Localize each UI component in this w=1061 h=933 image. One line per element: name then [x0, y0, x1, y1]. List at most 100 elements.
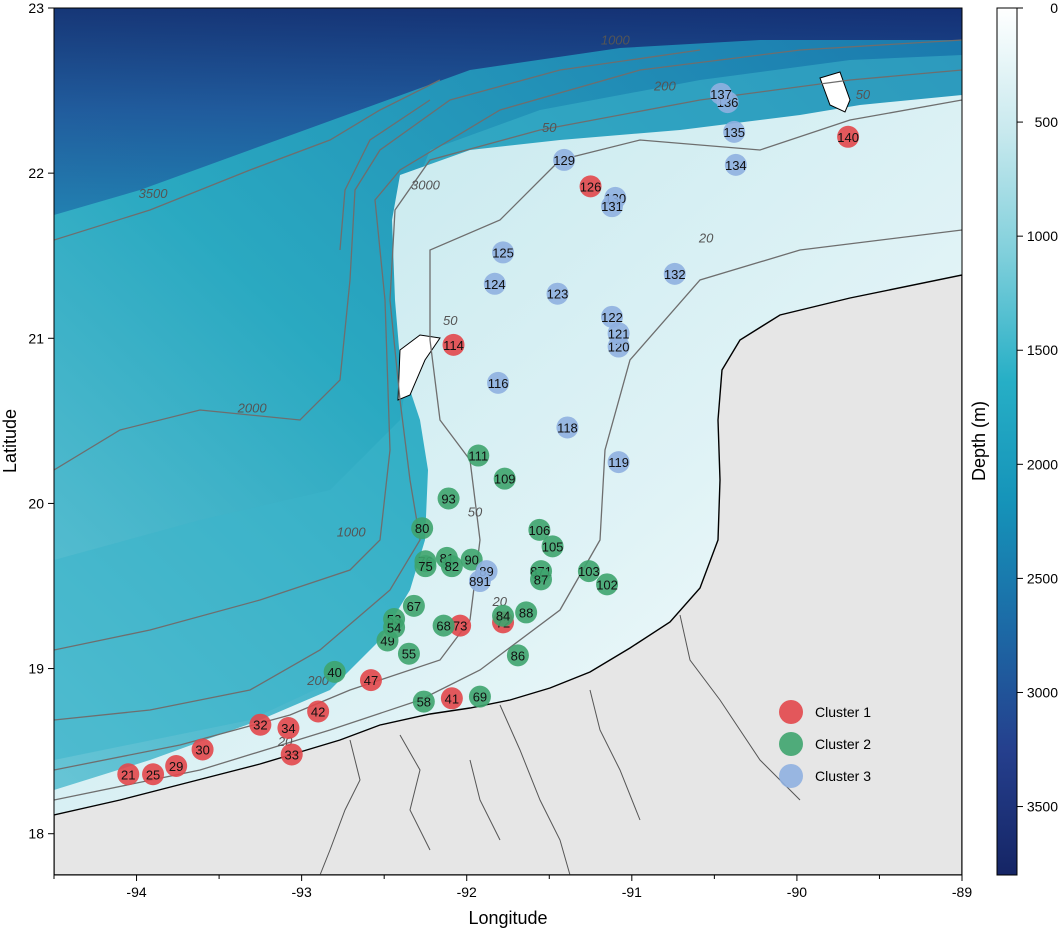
station-marker: 109 — [493, 467, 516, 490]
station-label: 33 — [284, 747, 298, 762]
station-label: 122 — [601, 310, 623, 325]
station-label: 111 — [468, 449, 488, 464]
station-marker: 25 — [142, 763, 165, 786]
station-marker: 33 — [280, 743, 303, 766]
station-dot — [530, 568, 553, 591]
station-label: 32 — [253, 718, 267, 733]
station-marker: 125 — [492, 241, 515, 264]
x-axis: -94 -93 -92 -91 -90 -89 — [53, 875, 972, 900]
station-label: 125 — [492, 245, 514, 260]
station-dot — [165, 755, 188, 778]
y-tick-label: 19 — [28, 661, 44, 677]
station-dot — [556, 416, 579, 439]
station-dot — [837, 125, 860, 148]
station-marker: 131 — [601, 195, 624, 218]
station-marker: 47 — [359, 669, 382, 692]
station-dot — [383, 616, 406, 639]
isobath-3500 — [54, 79, 441, 241]
y-axis-label: Latitude — [0, 409, 20, 473]
station-label: 88 — [519, 605, 533, 620]
station-marker: 29 — [165, 755, 188, 778]
station-dot — [709, 82, 732, 105]
legend: Cluster 1 Cluster 2 Cluster 3 — [779, 700, 871, 788]
station-marker: 67 — [402, 594, 425, 617]
station-dot — [307, 700, 330, 723]
station-label: 137 — [710, 87, 732, 102]
isobath-label: 1000 — [337, 524, 367, 539]
legend-label: Cluster 1 — [815, 704, 871, 720]
station-label: 118 — [557, 420, 578, 435]
station-dot — [414, 555, 437, 578]
station-dot — [723, 120, 746, 143]
colorbar-ticks: 0 500 1000 1500 2000 2500 3000 3500 — [1017, 0, 1058, 815]
station-dot — [323, 660, 346, 683]
station-marker: 41 — [440, 687, 463, 710]
station-label: 58 — [417, 695, 431, 710]
station-marker: 106 — [528, 518, 551, 541]
station-marker: 55 — [397, 642, 420, 665]
y-tick-label: 18 — [28, 826, 44, 842]
station-label: 119 — [608, 455, 629, 470]
stations: 2125293032343342474173721141261404049555… — [117, 82, 860, 786]
colorbar: 0 500 1000 1500 2000 2500 3000 3500 Depth (m) — [969, 0, 1058, 876]
station-marker: 105 — [541, 535, 564, 558]
colorbar-tick-label: 1500 — [1027, 342, 1058, 358]
station-dot — [432, 614, 455, 637]
station-label: 73 — [453, 619, 467, 634]
station-label: 75 — [418, 559, 432, 574]
x-tick-label: -90 — [787, 884, 807, 900]
x-tick-label: -94 — [126, 884, 146, 900]
station-label: 103 — [578, 564, 600, 579]
station-marker: 54 — [383, 616, 406, 639]
isobath-label: 50 — [468, 505, 483, 520]
station-marker: 80 — [411, 517, 434, 540]
station-marker: 87 — [530, 568, 553, 591]
station-dot — [460, 548, 483, 571]
station-label: 84 — [496, 609, 510, 624]
station-marker: 82 — [440, 555, 463, 578]
station-dot — [468, 570, 491, 593]
station-marker: 84 — [492, 604, 515, 627]
colorbar-label: Depth (m) — [969, 401, 989, 481]
x-tick-label: -93 — [292, 884, 312, 900]
station-marker: 121 — [607, 322, 630, 345]
station-marker: 58 — [412, 690, 435, 713]
station-label: 105 — [542, 539, 564, 554]
station-label: 69 — [473, 690, 487, 705]
station-marker: 135 — [723, 120, 746, 143]
station-marker: 32 — [249, 713, 272, 736]
x-tick-label: -89 — [952, 884, 972, 900]
station-dot — [487, 371, 510, 394]
station-dot — [483, 272, 506, 295]
station-marker: 122 — [601, 305, 624, 328]
legend-swatch — [779, 732, 803, 756]
station-dot — [402, 594, 425, 617]
deep-water — [54, 8, 962, 215]
station-label: 124 — [484, 277, 506, 292]
station-dot — [577, 560, 600, 583]
station-label: 41 — [445, 691, 459, 706]
station-dot — [191, 738, 214, 761]
station-dot — [493, 467, 516, 490]
station-marker: 42 — [307, 700, 330, 723]
station-dot — [117, 763, 140, 786]
station-marker: 102 — [596, 573, 619, 596]
station-marker: 123 — [546, 282, 569, 305]
colorbar-tick-label: 2500 — [1027, 570, 1058, 586]
station-label: 29 — [169, 759, 183, 774]
station-label: 47 — [364, 673, 378, 688]
station-label: 109 — [494, 472, 516, 487]
x-tick-label: -92 — [457, 884, 477, 900]
station-label: 106 — [529, 523, 551, 538]
station-marker: 116 — [487, 371, 510, 394]
station-dot — [601, 195, 624, 218]
isobath-2000 — [54, 49, 701, 471]
station-marker: 86 — [506, 644, 529, 667]
x-axis-label: Longitude — [468, 908, 547, 928]
station-label: 68 — [436, 619, 450, 634]
station-dot — [468, 685, 491, 708]
colorbar-tick-label: 0 — [1050, 0, 1058, 16]
legend-swatch — [779, 700, 803, 724]
isobath-label: 1000 — [601, 32, 631, 47]
station-dot — [359, 669, 382, 692]
